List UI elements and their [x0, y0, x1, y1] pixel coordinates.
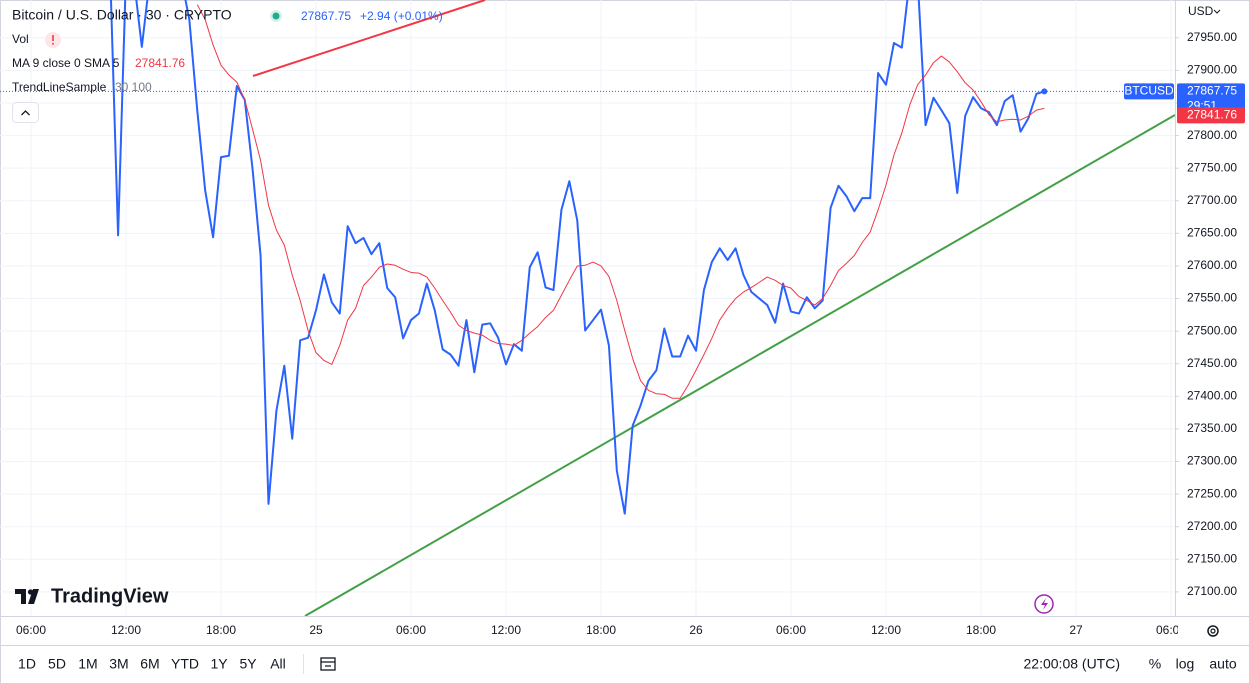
- range-button[interactable]: 3M: [109, 656, 128, 672]
- settings-icon[interactable]: [1207, 625, 1219, 637]
- ma-badge: [1177, 107, 1245, 124]
- trend-params: 30 100: [115, 80, 152, 94]
- x-tick-label: 06:00: [1156, 623, 1186, 637]
- y-tick-label: 27150.00: [1187, 551, 1237, 565]
- collapse-button[interactable]: [12, 102, 39, 123]
- events-bolt: [1041, 598, 1048, 610]
- y-tick-label: 27650.00: [1187, 226, 1237, 240]
- y-tick-label: 27300.00: [1187, 454, 1237, 468]
- scale-option[interactable]: auto: [1209, 656, 1236, 672]
- price-axis: USD 27100.00 27150.00 27200.00 27250.00 2730…: [1175, 4, 1237, 598]
- trend-line-red[interactable]: [252, 0, 486, 77]
- y-tick-label: 27950.00: [1187, 30, 1237, 44]
- currency-chevron: [1213, 9, 1221, 14]
- y-tick-label: 27600.00: [1187, 258, 1237, 272]
- y-tick-label: 27500.00: [1187, 323, 1237, 337]
- x-tick-label: 26: [689, 623, 703, 637]
- price-line: [109, 0, 1045, 515]
- warning-dot: [52, 43, 54, 45]
- price-line: [196, 4, 1045, 399]
- range-button[interactable]: All: [270, 656, 286, 672]
- y-tick-label: 27400.00: [1187, 388, 1237, 402]
- last-price: 27867.75: [301, 9, 351, 23]
- x-tick-label: 06:00: [16, 623, 46, 637]
- y-tick-label: 27450.00: [1187, 356, 1237, 370]
- price-badge-label: 27867.75: [1187, 84, 1237, 98]
- y-tick-label: 27100.00: [1187, 584, 1237, 598]
- symbol-label: BTCUSD: [1124, 84, 1174, 98]
- plot-area: [0, 0, 1175, 616]
- range-button[interactable]: 1M: [78, 656, 97, 672]
- clock[interactable]: 22:00:08 (UTC): [1024, 656, 1120, 672]
- x-tick-label: 18:00: [206, 623, 236, 637]
- bottom-toolbar: 1D 5D 1M 3M 6M YTD 1Y 5Y All 22:00:08 (UTC)% log au…: [18, 654, 1237, 674]
- symbol-badge: [1124, 83, 1174, 100]
- events-icon[interactable]: [1034, 594, 1054, 614]
- x-tick-label: 12:00: [871, 623, 901, 637]
- time-axis: 06:00 12:00 18:00 25 06:00 12:00 18:00 26 06:00 1…: [16, 623, 1186, 637]
- ma-value: 27841.76: [135, 56, 185, 70]
- x-tick-label: 25: [309, 623, 323, 637]
- brand: TradingView: [51, 585, 169, 607]
- y-tick-label: 27350.00: [1187, 421, 1237, 435]
- y-tick-label: 27550.00: [1187, 291, 1237, 305]
- ma-badge-label: 27841.76: [1187, 108, 1237, 122]
- x-tick-label: 18:00: [586, 623, 616, 637]
- vol-indicator[interactable]: Vol: [12, 32, 29, 46]
- date-range-icon[interactable]: [320, 657, 336, 671]
- x-tick-label: 18:00: [966, 623, 996, 637]
- range-button[interactable]: YTD: [171, 656, 199, 672]
- x-tick-label: 06:00: [396, 623, 426, 637]
- scale-option[interactable]: log: [1176, 656, 1195, 672]
- y-tick-label: 27750.00: [1187, 160, 1237, 174]
- range-button[interactable]: 1Y: [210, 656, 228, 672]
- y-tick-label: 27200.00: [1187, 519, 1237, 533]
- y-tick-label: 27250.00: [1187, 486, 1237, 500]
- grid: [0, 0, 1175, 616]
- scale-option[interactable]: %: [1149, 656, 1161, 672]
- range-button[interactable]: 6M: [140, 656, 159, 672]
- x-tick-label: 12:00: [491, 623, 521, 637]
- range-button[interactable]: 5Y: [239, 656, 257, 672]
- trend-line-green[interactable]: [304, 114, 1175, 616]
- symbol-title[interactable]: Bitcoin / U.S. Dollar · 30 · CRYPTO: [12, 7, 232, 23]
- warning-bar: [52, 35, 54, 41]
- last-point: [1041, 88, 1048, 95]
- price-change: +2.94 (+0.01%): [360, 9, 443, 23]
- x-tick-label: 06:00: [776, 623, 806, 637]
- y-tick-label: 27900.00: [1187, 63, 1237, 77]
- range-button[interactable]: 5D: [48, 656, 66, 672]
- trend-indicator[interactable]: TrendLineSample: [12, 80, 107, 94]
- y-tick-label: 27800.00: [1187, 128, 1237, 142]
- market-status: [272, 12, 280, 20]
- x-tick-label: 27: [1069, 623, 1083, 637]
- range-button[interactable]: 1D: [18, 656, 36, 672]
- y-tick-label: 27700.00: [1187, 193, 1237, 207]
- logo: TradingView: [15, 585, 169, 607]
- x-tick-label: 12:00: [111, 623, 141, 637]
- ma-indicator[interactable]: MA 9 close 0 SMA 5: [12, 56, 120, 70]
- currency[interactable]: USD: [1188, 4, 1214, 18]
- collapse-icon: [21, 110, 30, 116]
